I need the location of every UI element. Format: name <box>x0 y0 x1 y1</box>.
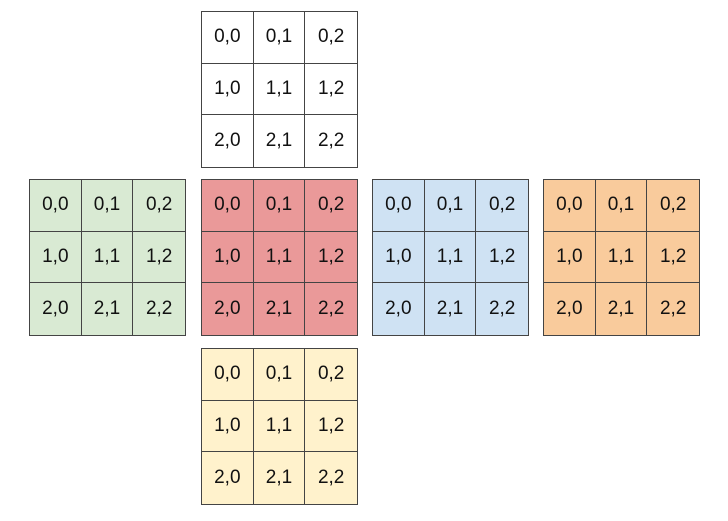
grid-cell: 1,2 <box>133 232 185 284</box>
grid-cell: 0,2 <box>647 180 699 232</box>
grid-cell: 1,1 <box>424 231 477 284</box>
grid-cell: 1,2 <box>305 232 357 284</box>
grid-cell: 2,1 <box>254 452 306 504</box>
grid-cell: 1,2 <box>476 232 528 284</box>
grid-cell: 0,0 <box>202 12 254 64</box>
grid-cell: 2,0 <box>202 115 254 167</box>
grid-cell: 1,0 <box>30 231 82 284</box>
cube-face-back: 0,0 0,1 0,2 1,0 1,1 1,2 2,0 2,1 2,2 <box>543 179 700 336</box>
grid-cell: 2,0 <box>544 283 596 335</box>
grid-cell: 2,1 <box>82 283 134 335</box>
grid-cell: 2,1 <box>254 115 306 167</box>
grid-cell: 0,1 <box>253 349 306 401</box>
grid-cell: 1,1 <box>595 231 648 284</box>
grid-cell: 1,1 <box>253 63 306 116</box>
grid-cell: 1,0 <box>202 63 254 116</box>
grid-cell: 1,2 <box>305 401 357 453</box>
grid-cell: 1,1 <box>253 231 306 284</box>
grid-cell: 2,2 <box>659 298 687 320</box>
grid-cell: 1,0 <box>202 400 254 453</box>
grid-cell: 1,1 <box>81 231 134 284</box>
grid-cell: 2,0 <box>373 283 425 335</box>
grid-cell: 2,1 <box>425 283 477 335</box>
grid-cell: 0,2 <box>476 180 528 232</box>
grid-cell: 0,1 <box>595 180 648 232</box>
grid-cell: 1,0 <box>373 231 425 284</box>
grid-cell: 0,0 <box>544 180 596 232</box>
grid-cell: 0,2 <box>133 180 185 232</box>
grid-cell: 1,0 <box>202 231 254 284</box>
grid-cell: 2,2 <box>317 130 345 152</box>
grid-cell: 1,1 <box>253 400 306 453</box>
cube-face-right: 0,0 0,1 0,2 1,0 1,1 1,2 2,0 2,1 2,2 <box>372 179 529 336</box>
grid-cell: 2,0 <box>202 283 254 335</box>
grid-cell: 2,1 <box>596 283 648 335</box>
grid-cell: 0,2 <box>305 12 357 64</box>
cube-face-front: 0,0 0,1 0,2 1,0 1,1 1,2 2,0 2,1 2,2 <box>201 179 358 336</box>
grid-cell: 2,2 <box>317 467 345 489</box>
grid-cell: 2,0 <box>30 283 82 335</box>
grid-cell: 0,0 <box>202 180 254 232</box>
grid-cell: 0,0 <box>202 349 254 401</box>
grid-cell: 1,2 <box>647 232 699 284</box>
cube-face-bottom: 0,0 0,1 0,2 1,0 1,1 1,2 2,0 2,1 2,2 <box>201 348 358 505</box>
grid-cell: 2,1 <box>254 283 306 335</box>
grid-cell: 0,2 <box>305 349 357 401</box>
grid-cell: 2,0 <box>202 452 254 504</box>
grid-cell: 2,2 <box>488 298 516 320</box>
grid-cell: 0,0 <box>30 180 82 232</box>
cube-face-top: 0,0 0,1 0,2 1,0 1,1 1,2 2,0 2,1 2,2 <box>201 11 358 168</box>
grid-cell: 1,0 <box>544 231 596 284</box>
cube-face-left: 0,0 0,1 0,2 1,0 1,1 1,2 2,0 2,1 2,2 <box>29 179 186 336</box>
grid-cell: 1,2 <box>305 64 357 116</box>
grid-cell: 0,1 <box>253 12 306 64</box>
grid-cell: 0,1 <box>253 180 306 232</box>
grid-cell: 0,1 <box>424 180 477 232</box>
grid-cell: 2,2 <box>317 298 345 320</box>
grid-cell: 2,2 <box>145 298 173 320</box>
grid-cell: 0,1 <box>81 180 134 232</box>
grid-cell: 0,0 <box>373 180 425 232</box>
grid-cell: 0,2 <box>305 180 357 232</box>
